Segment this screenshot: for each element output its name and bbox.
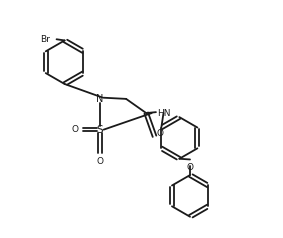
Text: O: O (156, 129, 163, 138)
Text: O: O (186, 163, 194, 172)
Text: Br: Br (40, 35, 50, 44)
Text: HN: HN (157, 109, 170, 118)
Text: O: O (97, 157, 104, 166)
Text: O: O (72, 125, 79, 134)
Text: S: S (97, 125, 103, 135)
Text: N: N (97, 94, 104, 104)
